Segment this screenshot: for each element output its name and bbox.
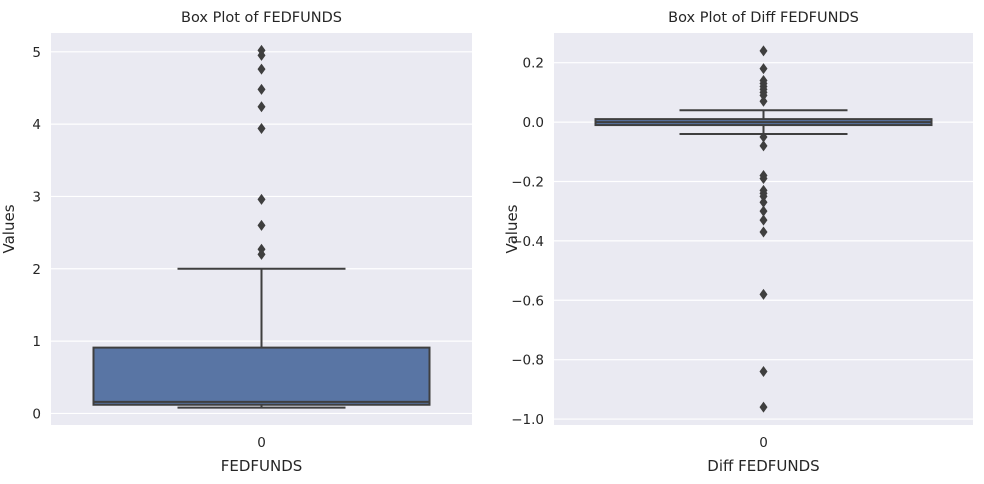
chart-1-xlabel: FEDFUNDS: [221, 457, 303, 475]
chart-2-outlier-point: [759, 89, 768, 101]
chart-2-ytick-label: −0.4: [511, 234, 544, 250]
chart-2-group: 0.2 0.0 −0.2 −0.4 −0.6 −0.8 −1.0 0 Box Plot of D…: [503, 10, 973, 475]
chart-1-outlier-point: [257, 248, 266, 260]
chart-2-outlier-point: [759, 205, 768, 217]
chart-1-ytick-label: 4: [32, 117, 41, 133]
chart-1-ytick-label: 5: [32, 45, 41, 61]
chart-2-ytick-label: −1.0: [511, 412, 544, 428]
chart-2-ytick-label: −0.6: [511, 293, 544, 309]
chart-2-title: Box Plot of Diff FEDFUNDS: [668, 10, 859, 26]
chart-2-ylabel: Values: [503, 204, 521, 253]
chart-1-outlier-point: [257, 83, 266, 95]
chart-1-outlier-point: [257, 122, 266, 134]
chart-2-outlier-point: [759, 401, 768, 413]
chart-1-box: [92, 346, 431, 406]
chart-2-outlier-point: [759, 366, 768, 378]
chart-1-group: 0 1 2 3 4 5 0 Box Plot of FEDFUNDS FEDFUNDS Value…: [0, 10, 472, 475]
chart-2-outlier-point: [759, 226, 768, 238]
chart-2-outlier-point: [759, 214, 768, 226]
chart-1-outlier-point: [257, 101, 266, 113]
chart-2-outlier-point: [759, 196, 768, 208]
chart-1-ylabel: Values: [0, 204, 18, 253]
chart-1-ytick-label: 2: [32, 262, 41, 278]
chart-1-ytick-label: 3: [32, 189, 41, 205]
chart-1-ytick-label: 1: [32, 334, 41, 350]
chart-2-outlier-point: [759, 95, 768, 107]
chart-2-xlabel: Diff FEDFUNDS: [707, 457, 819, 475]
chart-1-title: Box Plot of FEDFUNDS: [181, 10, 342, 26]
chart-2-outlier-point: [759, 140, 768, 152]
chart-2-ytick-label: −0.8: [511, 353, 544, 369]
chart-2-outlier-point: [759, 131, 768, 143]
chart-1-outlier-point: [257, 193, 266, 205]
chart-2-outlier-point: [759, 288, 768, 300]
chart-2-xtick-label: 0: [759, 435, 768, 451]
chart-2-outlier-point: [759, 173, 768, 185]
chart-2-outlier-point: [759, 63, 768, 75]
chart-1-ytick-label: 0: [32, 406, 41, 422]
chart-2-outlier-point: [759, 190, 768, 202]
chart-1-outlier-point: [257, 219, 266, 231]
chart-2-outlier-point: [759, 45, 768, 57]
chart-2-ytick-label: −0.2: [511, 174, 544, 190]
chart-1-outlier-point: [257, 49, 266, 61]
chart-2-ytick-label: 0.0: [523, 115, 544, 131]
chart-2-ytick-label: 0.2: [523, 56, 544, 72]
chart-1-outlier-point: [257, 63, 266, 75]
chart-1-xtick-label: 0: [257, 435, 266, 451]
